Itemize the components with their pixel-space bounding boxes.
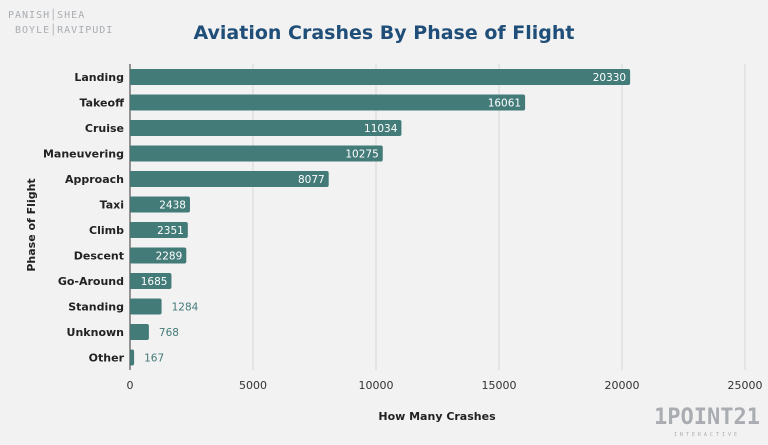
brand-logo-sub: INTERACTIVE bbox=[673, 432, 740, 438]
bar bbox=[130, 273, 172, 289]
y-tick-label: Descent bbox=[74, 250, 124, 263]
data-label: 11034 bbox=[364, 123, 398, 135]
bar bbox=[130, 94, 526, 111]
y-tick-label: Taxi bbox=[100, 199, 124, 212]
data-label: 1685 bbox=[141, 276, 168, 288]
bar bbox=[130, 69, 631, 85]
chart-title: Aviation Crashes By Phase of Flight bbox=[193, 22, 575, 44]
x-tick-label: 0 bbox=[127, 379, 134, 392]
data-label: 16061 bbox=[488, 98, 521, 110]
data-label: 2438 bbox=[159, 200, 186, 212]
bar bbox=[130, 298, 162, 315]
y-tick-label: Takeoff bbox=[80, 97, 125, 110]
bar bbox=[130, 120, 402, 136]
y-tick-label: Cruise bbox=[85, 122, 124, 135]
y-axis-label: Phase of Flight bbox=[25, 178, 38, 271]
bar bbox=[130, 222, 188, 238]
firm-logo: PANISH│SHEA BOYLE│RAVIPUDI bbox=[8, 10, 114, 36]
bar bbox=[130, 145, 383, 162]
brand-logo: 1POINT21 bbox=[654, 405, 760, 430]
data-label: 1284 bbox=[172, 302, 199, 314]
x-tick-label: 10000 bbox=[359, 379, 394, 392]
y-tick-label: Go-Around bbox=[58, 275, 124, 288]
y-tick-label: Approach bbox=[65, 173, 124, 186]
x-tick-label: 25000 bbox=[728, 379, 763, 392]
data-label: 8077 bbox=[298, 174, 325, 186]
data-label: 20330 bbox=[593, 72, 626, 84]
bar bbox=[130, 247, 187, 264]
bar bbox=[130, 349, 135, 366]
bar bbox=[130, 171, 329, 187]
y-tick-label: Climb bbox=[89, 224, 124, 237]
y-tick-label: Other bbox=[89, 352, 125, 365]
data-label: 2289 bbox=[156, 251, 183, 263]
bar bbox=[130, 196, 190, 213]
y-tick-label: Maneuvering bbox=[43, 148, 124, 161]
y-tick-label: Landing bbox=[74, 71, 124, 84]
data-label: 768 bbox=[159, 327, 179, 339]
data-label: 2351 bbox=[157, 225, 184, 237]
bar bbox=[130, 324, 149, 340]
x-axis-label: How Many Crashes bbox=[378, 410, 496, 423]
data-label: 10275 bbox=[345, 149, 378, 161]
data-label: 167 bbox=[144, 353, 164, 365]
y-tick-label: Standing bbox=[68, 301, 124, 314]
y-tick-label: Unknown bbox=[67, 326, 124, 339]
x-tick-label: 15000 bbox=[482, 379, 517, 392]
x-tick-label: 20000 bbox=[605, 379, 640, 392]
x-tick-label: 5000 bbox=[239, 379, 267, 392]
